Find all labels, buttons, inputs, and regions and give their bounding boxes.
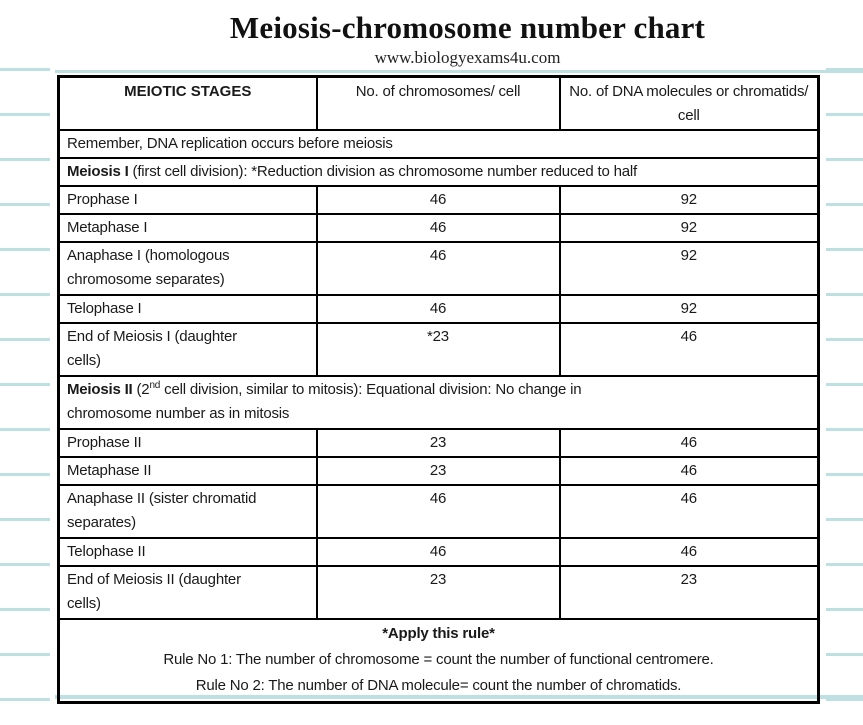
section-meiosis-1-cell: Meiosis I (first cell division): *Reduct… xyxy=(57,157,820,187)
apply-rule-title: *Apply this rule* xyxy=(382,625,495,642)
table-row-metaphase-1: Metaphase I 46 92 xyxy=(57,213,820,243)
section-meiosis-1-text: (first cell division): *Reduction divisi… xyxy=(128,163,638,180)
table-row-end-meiosis-1: End of Meiosis I (daughter cells) *23 46 xyxy=(57,322,820,377)
table-row-metaphase-2: Metaphase II 23 46 xyxy=(57,456,820,486)
section-meiosis-2-text-line2: chromosome number as in mitosis xyxy=(67,405,290,422)
rule-2-text: Rule No 2: The number of DNA molecule= c… xyxy=(195,677,682,694)
table-row-telophase-2: Telophase II 46 46 xyxy=(57,537,820,567)
section-meiosis-1-label: Meiosis I xyxy=(67,163,129,180)
stage-cell: Anaphase I (homologous chromosome separa… xyxy=(57,241,318,296)
meiosis-table: MEIOTIC STAGES No. of chromosomes/ cell … xyxy=(57,75,820,704)
chromosomes-cell: 46 xyxy=(315,213,561,243)
section-meiosis-2-row: Meiosis II (2nd cell division, similar t… xyxy=(57,375,820,430)
chromosomes-cell: 23 xyxy=(315,456,561,486)
section-meiosis-2-mid: (2 xyxy=(132,381,150,398)
footer-rules-row: *Apply this rule* Rule No 1: The number … xyxy=(57,618,820,704)
dna-cell: 92 xyxy=(558,185,820,215)
stage-cell: Metaphase II xyxy=(57,456,318,486)
notebook-lines-right xyxy=(826,26,863,702)
section-meiosis-1-row: Meiosis I (first cell division): *Reduct… xyxy=(57,157,820,187)
page-title: Meiosis-chromosome number chart xyxy=(229,10,706,45)
section-meiosis-2-text-line1: cell division, similar to mitosis): Equa… xyxy=(160,381,582,398)
chromosomes-cell: *23 xyxy=(315,322,561,377)
chromosomes-cell: 46 xyxy=(315,294,561,324)
footer-rules-cell: *Apply this rule* Rule No 1: The number … xyxy=(57,618,820,704)
dna-cell: 92 xyxy=(558,294,820,324)
header-chromosomes: No. of chromosomes/ cell xyxy=(315,75,561,131)
header-meiotic-stages: MEIOTIC STAGES xyxy=(57,75,318,131)
stage-cell: Metaphase I xyxy=(57,213,318,243)
stage-cell: Anaphase II (sister chromatid separates) xyxy=(57,484,318,539)
stage-cell: Telophase I xyxy=(57,294,318,324)
header-dna-molecules: No. of DNA molecules or chromatids/ cell xyxy=(558,75,820,131)
stage-cell: End of Meiosis II (daughter cells) xyxy=(57,565,318,620)
note-cell: Remember, DNA replication occurs before … xyxy=(57,129,820,159)
dna-cell: 46 xyxy=(558,484,820,539)
dna-cell: 92 xyxy=(558,213,820,243)
section-meiosis-2-cell: Meiosis II (2nd cell division, similar t… xyxy=(57,375,820,430)
dna-cell: 46 xyxy=(558,428,820,458)
chromosomes-cell: 46 xyxy=(315,537,561,567)
stage-cell: End of Meiosis I (daughter cells) xyxy=(57,322,318,377)
chromosomes-cell: 46 xyxy=(315,484,561,539)
notebook-line-top xyxy=(55,70,863,73)
dna-cell: 92 xyxy=(558,241,820,296)
dna-cell: 46 xyxy=(558,456,820,486)
chromosomes-cell: 23 xyxy=(315,565,561,620)
stage-cell: Telophase II xyxy=(57,537,318,567)
table-row-anaphase-1: Anaphase I (homologous chromosome separa… xyxy=(57,241,820,296)
stage-cell: Prophase II xyxy=(57,428,318,458)
table-row-anaphase-2: Anaphase II (sister chromatid separates)… xyxy=(57,484,820,539)
table-row-end-meiosis-2: End of Meiosis II (daughter cells) 23 23 xyxy=(57,565,820,620)
chromosomes-cell: 46 xyxy=(315,241,561,296)
dna-cell: 46 xyxy=(558,322,820,377)
title-block: Meiosis-chromosome number chart www.biol… xyxy=(0,8,863,68)
section-meiosis-2-label: Meiosis II xyxy=(67,381,133,398)
table-row-prophase-1: Prophase I 46 92 xyxy=(57,185,820,215)
chromosomes-cell: 23 xyxy=(315,428,561,458)
site-url: www.biologyexams4u.com xyxy=(374,48,561,67)
rule-1-text: Rule No 1: The number of chromosome = co… xyxy=(163,651,714,668)
table-row-prophase-2: Prophase II 23 46 xyxy=(57,428,820,458)
stage-cell: Prophase I xyxy=(57,185,318,215)
dna-cell: 46 xyxy=(558,537,820,567)
dna-cell: 23 xyxy=(558,565,820,620)
notebook-lines-left xyxy=(0,26,50,702)
table-row-telophase-1: Telophase I 46 92 xyxy=(57,294,820,324)
table-header-row: MEIOTIC STAGES No. of chromosomes/ cell … xyxy=(57,75,820,131)
ordinal-superscript: nd xyxy=(149,380,161,391)
chromosomes-cell: 46 xyxy=(315,185,561,215)
note-row: Remember, DNA replication occurs before … xyxy=(57,129,820,159)
